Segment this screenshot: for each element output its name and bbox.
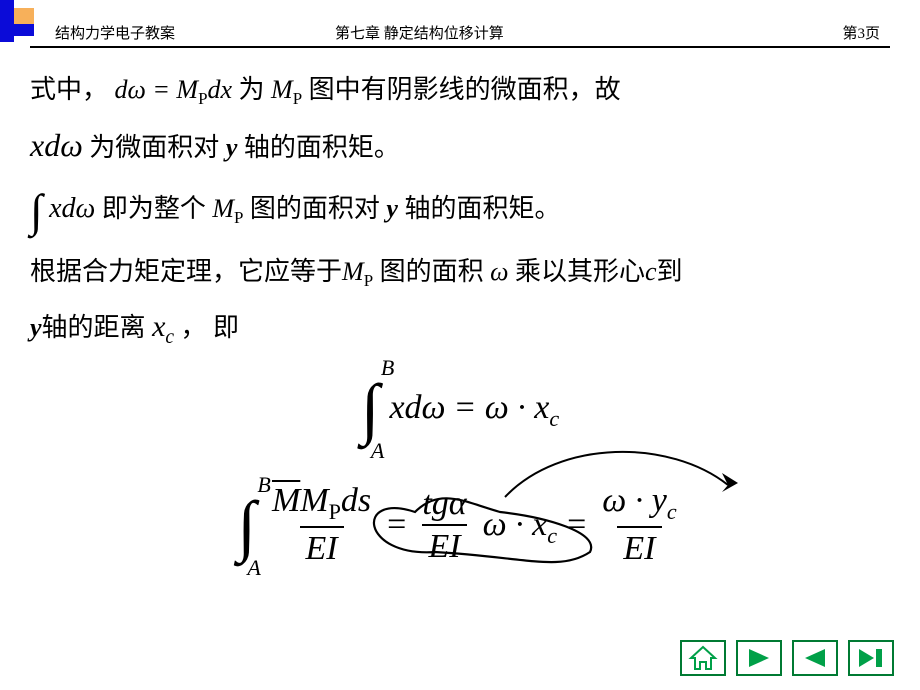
last-button[interactable] [848,640,894,676]
integral-lower: A [247,559,260,577]
math-inline: y [30,313,42,342]
math-inline: xc [152,310,174,343]
header-rule [30,46,890,48]
integral-sign: ∫ B A [237,498,256,552]
paragraph-3: 根据合力矩定理，它应等于MP 图的面积 ω 乘以其形心c到 y轴的距离 xc ，… [30,247,890,355]
text: 乘以其形心 [508,257,645,286]
equation-1: ∫ B A xdω = ω · xc [30,376,890,441]
back-icon [801,646,829,670]
slide-body: 式中， dω = MPdx 为 MP 图中有阴影线的微面积，故 xdω 为微面积… [30,65,890,568]
text: 即为整个 [102,194,206,223]
math-inline: xdω [30,127,83,163]
math: ω · xc [483,493,557,558]
math-inline: dω = MPdx [115,75,239,104]
text: 轴的距离 [42,313,153,342]
play-icon [745,646,773,670]
prev-button[interactable] [792,640,838,676]
integral-upper: B [257,476,270,494]
numerator: ω · yc [596,482,682,526]
math-inline: MP [212,194,243,223]
text: 根据合力矩定理，它应等于 [30,257,342,286]
text: ， 即 [174,313,239,342]
integral-upper: B [381,359,394,377]
text: 图的面积对 [250,194,387,223]
math-inline: y [386,194,398,223]
equals: = [387,493,406,558]
corner-decoration [0,0,40,70]
math-inline: ω [490,257,508,286]
text: 为 [239,75,272,104]
equals: = [456,376,475,441]
integral-sign: ∫ [30,188,43,234]
text: 图中有阴影线的微面积，故 [309,75,621,104]
fraction-2: tgα EI [416,485,472,566]
home-icon [688,645,718,671]
denominator: EI [300,526,344,567]
fraction-3: ω · yc EI [596,482,682,567]
nav-buttons [680,640,894,676]
equation-2: ∫ B A MMPds EI = tgα EI ω · xc = ω · yc … [30,482,890,567]
numerator: tgα [416,485,472,524]
end-icon [856,646,886,670]
header-left: 结构力学电子教案 [55,22,175,43]
integral-lower: A [371,442,384,460]
denominator: EI [422,524,466,565]
next-button[interactable] [736,640,782,676]
home-button[interactable] [680,640,726,676]
text: 图的面积 [373,257,490,286]
text: 式中， [30,75,108,104]
text: 为微面积对 [89,133,226,162]
fraction-1: MMPds EI [266,482,377,567]
denominator: EI [617,526,661,567]
math-inline: y [226,133,238,162]
math-inline: xdω [49,193,95,224]
math: ω · xc [485,376,559,441]
header-right: 第3页 [842,22,880,43]
math-inline: c [645,257,657,286]
header-center: 第七章 静定结构位移计算 [335,22,504,43]
math-inline: MP [342,257,373,286]
equals: = [567,493,586,558]
text: 轴的面积矩。 [404,194,560,223]
paragraph-2: ∫ xdω 即为整个 MP 图的面积对 y 轴的面积矩。 [30,182,890,235]
math: xdω [389,376,445,441]
text: 轴的面积矩。 [244,133,400,162]
numerator: MMPds [266,482,377,526]
text: 到 [657,257,683,286]
math-inline: MP [271,75,302,104]
paragraph-1: 式中， dω = MPdx 为 MP 图中有阴影线的微面积，故 xdω 为微面积… [30,65,890,176]
integral-sign: ∫ B A [361,381,380,435]
